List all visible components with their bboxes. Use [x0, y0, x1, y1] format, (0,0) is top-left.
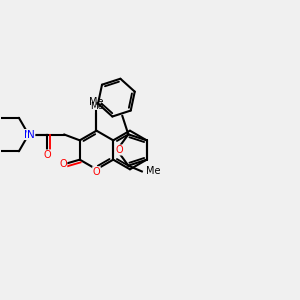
Text: Me: Me [90, 102, 103, 111]
Text: O: O [59, 160, 67, 170]
Text: N: N [27, 130, 35, 140]
Text: Me: Me [146, 167, 161, 176]
Text: O: O [43, 150, 51, 160]
Text: Me: Me [89, 97, 104, 107]
Text: O: O [93, 167, 100, 177]
Text: N: N [24, 130, 32, 140]
Text: O: O [116, 145, 123, 155]
